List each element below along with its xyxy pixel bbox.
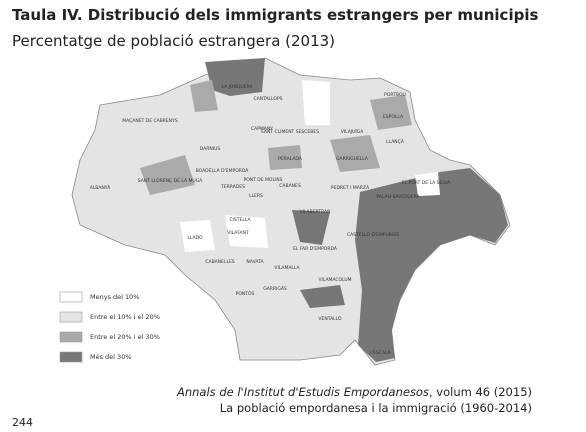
municipality-label: CASTELLÓ D'EMPÚRIES [347,231,399,238]
municipality-medium [330,135,380,172]
municipality-label: GARRIGUELLA [336,156,369,162]
municipality-label: CAPMANY [251,126,273,132]
legend-swatch [59,291,83,303]
municipality-light [180,220,215,252]
municipality-light [415,172,440,196]
legend-label: Entre el 10% i el 20% [90,313,160,321]
municipality-label: TERRADES [220,184,245,190]
municipality-label: SANT CLIMENT SESCEBES [261,129,319,135]
municipality-label: DARNIUS [200,146,221,152]
municipality-label: VILAMACOLUM [318,277,351,283]
municipality-label: PORTBOU [384,92,406,98]
title: Taula IV. Distribució dels immigrants es… [12,6,539,24]
municipality-label: NAVATA [246,259,264,265]
municipality-label: MAÇANET DE CABRENYS [122,118,178,124]
legend-label: Més del 30% [90,353,132,361]
municipality-dark [300,285,345,308]
municipality-label: VILAFANT [227,230,249,236]
legend-swatch [59,331,83,343]
legend-label: Menys del 10% [90,293,139,301]
legend-label: Entre el 20% i el 30% [90,333,160,341]
municipality-medium [190,80,218,112]
municipality-light [225,215,268,248]
article: La població empordanesa i la immigració … [219,401,532,415]
municipality-label: ESPOLLA [383,114,404,120]
municipality-label: VILABERTRAN [300,209,331,215]
municipality-label: BOADELLA D'EMPORDÀ [196,167,250,174]
municipality-label: ALBANYÀ [90,184,112,191]
municipality-label: VENTALLÓ [318,315,342,322]
municipality-label: L'ESCALA [369,350,391,356]
municipality-label: LA JONQUERA [221,84,253,90]
page-number: 244 [12,416,33,429]
municipality-label: PALAU-SAVERDERA [376,194,420,200]
municipality-label: VILAMALLA [274,265,300,271]
municipality-label: PONTÓS [236,290,255,297]
municipality-medium [268,145,302,170]
caption-line-1: Annals de l'Institut d'Estudis Empordane… [177,385,532,399]
municipality-label: LLANÇÀ [386,138,405,145]
municipality-label: CABANES [279,183,301,189]
legend-swatch [59,351,83,363]
municipality-label: EL PORT DE LA SELVA [402,180,451,186]
municipality-label: GARRIGÀS [263,285,287,292]
municipality-label: SANT LLORENÇ DE LA MUGA [138,178,203,184]
municipality-light [302,80,330,125]
municipality-label: CANTALLOPS [253,96,282,102]
municipality-label: CISTELLA [229,217,251,223]
journal: Annals de l'Institut d'Estudis Empordane… [176,385,429,399]
municipality-label: PEDRET I MARZÀ [331,184,370,191]
municipality-dark [292,210,330,245]
municipality-medium [140,155,195,195]
volume: , volum 46 (2015) [428,385,532,399]
municipality-dark [355,168,508,362]
municipality-label: EL FAR D'EMPORDÀ [293,245,338,252]
legend-swatch [59,311,83,323]
municipality-dark [205,58,265,96]
municipality-medium [370,95,412,130]
municipality-label: PONT DE MOLINS [243,177,282,183]
municipality-label: CABANELLES [205,259,234,265]
municipality-label: LLERS [249,193,263,199]
municipality-label: VILAJUÏGA [341,128,365,135]
municipality-label: PERALADA [278,156,303,162]
subtitle: Percentatge de població estrangera (2013… [12,32,336,50]
municipality-label: LLADÓ [187,234,203,241]
